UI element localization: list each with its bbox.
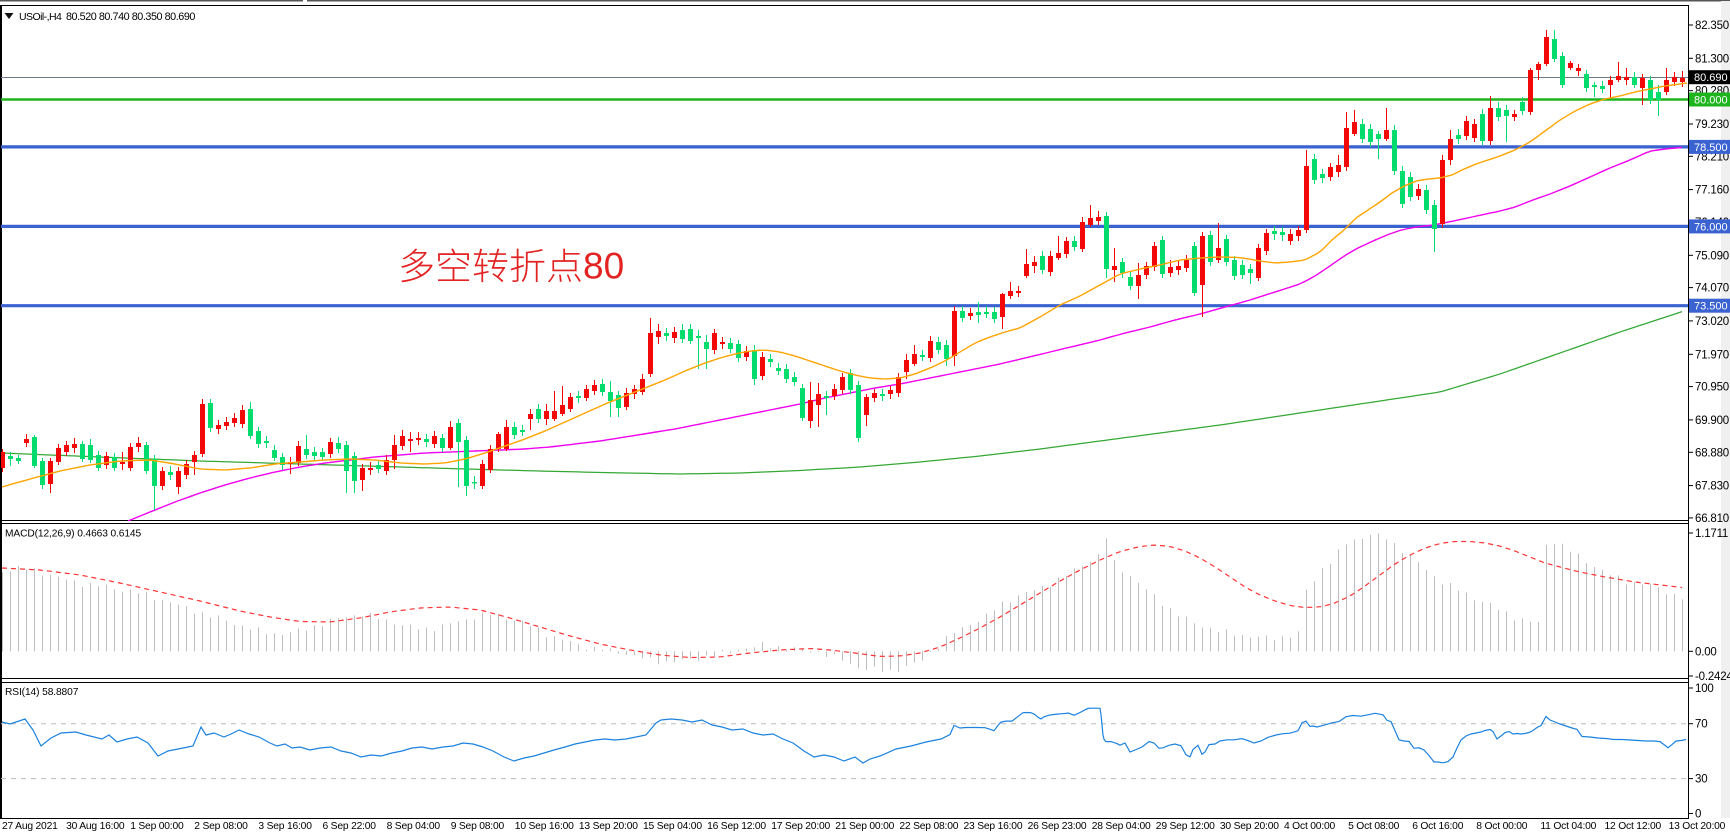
- svg-text:13 Oct 20:00: 13 Oct 20:00: [1669, 821, 1726, 832]
- svg-text:13 Sep 20:00: 13 Sep 20:00: [579, 821, 638, 832]
- svg-text:30: 30: [1695, 774, 1707, 786]
- svg-text:8 Oct 00:00: 8 Oct 00:00: [1476, 821, 1528, 832]
- svg-text:2 Sep 08:00: 2 Sep 08:00: [194, 821, 248, 832]
- svg-text:15 Sep 04:00: 15 Sep 04:00: [643, 821, 702, 832]
- svg-text:10 Sep 16:00: 10 Sep 16:00: [515, 821, 574, 832]
- svg-text:16 Sep 12:00: 16 Sep 12:00: [707, 821, 766, 832]
- svg-text:79.230: 79.230: [1695, 119, 1729, 131]
- svg-text:80.690: 80.690: [1694, 72, 1728, 84]
- svg-text:81.300: 81.300: [1695, 53, 1729, 65]
- svg-text:28 Sep 04:00: 28 Sep 04:00: [1092, 821, 1151, 832]
- svg-text:73.500: 73.500: [1694, 301, 1728, 313]
- svg-text:75.090: 75.090: [1695, 250, 1729, 262]
- svg-text:22 Sep 08:00: 22 Sep 08:00: [899, 821, 958, 832]
- svg-text:4 Oct 00:00: 4 Oct 00:00: [1284, 821, 1336, 832]
- svg-text:MACD(12,26,9) 0.4663 0.6145: MACD(12,26,9) 0.4663 0.6145: [5, 529, 141, 540]
- svg-text:12 Oct 12:00: 12 Oct 12:00: [1605, 821, 1662, 832]
- svg-text:9 Sep 08:00: 9 Sep 08:00: [451, 821, 505, 832]
- svg-text:0.00: 0.00: [1695, 646, 1717, 658]
- svg-text:29 Sep 12:00: 29 Sep 12:00: [1156, 821, 1215, 832]
- svg-text:-0.2424: -0.2424: [1695, 671, 1730, 683]
- svg-text:23 Sep 16:00: 23 Sep 16:00: [964, 821, 1023, 832]
- svg-text:17 Sep 20:00: 17 Sep 20:00: [771, 821, 830, 832]
- svg-text:USOil-,H4: USOil-,H4: [19, 11, 62, 23]
- svg-text:1 Sep 00:00: 1 Sep 00:00: [130, 821, 184, 832]
- svg-text:66.810: 66.810: [1695, 513, 1729, 525]
- svg-text:70.950: 70.950: [1695, 382, 1729, 394]
- svg-text:71.970: 71.970: [1695, 349, 1729, 361]
- svg-text:70: 70: [1695, 719, 1707, 731]
- svg-text:76.000: 76.000: [1694, 221, 1728, 233]
- svg-text:78.500: 78.500: [1694, 142, 1728, 154]
- svg-text:74.070: 74.070: [1695, 283, 1729, 295]
- svg-text:27 Aug 2021: 27 Aug 2021: [2, 821, 58, 832]
- svg-text:1.1711: 1.1711: [1695, 528, 1728, 540]
- svg-text:5 Oct 08:00: 5 Oct 08:00: [1348, 821, 1400, 832]
- svg-text:11 Oct 04:00: 11 Oct 04:00: [1540, 821, 1596, 832]
- svg-text:82.350: 82.350: [1695, 20, 1729, 32]
- svg-text:67.830: 67.830: [1695, 481, 1729, 493]
- svg-text:30 Aug 16:00: 30 Aug 16:00: [66, 821, 125, 832]
- svg-text:3 Sep 16:00: 3 Sep 16:00: [258, 821, 312, 832]
- svg-text:RSI(14) 58.8807: RSI(14) 58.8807: [5, 687, 79, 698]
- svg-text:26 Sep 23:00: 26 Sep 23:00: [1028, 821, 1087, 832]
- svg-text:69.900: 69.900: [1695, 415, 1729, 427]
- svg-text:73.020: 73.020: [1695, 316, 1729, 328]
- svg-text:6 Oct 16:00: 6 Oct 16:00: [1412, 821, 1464, 832]
- svg-text:30 Sep 20:00: 30 Sep 20:00: [1220, 821, 1279, 832]
- svg-text:78.210: 78.210: [1695, 151, 1729, 163]
- svg-text:6 Sep 22:00: 6 Sep 22:00: [323, 821, 377, 832]
- svg-text:77.160: 77.160: [1695, 185, 1729, 197]
- svg-text:80: 80: [583, 246, 624, 287]
- svg-text:68.880: 68.880: [1695, 447, 1729, 459]
- svg-text:80.000: 80.000: [1694, 95, 1728, 107]
- svg-text:80.520 80.740 80.350 80.690: 80.520 80.740 80.350 80.690: [66, 11, 195, 23]
- svg-text:100: 100: [1695, 683, 1714, 695]
- svg-text:0: 0: [1695, 809, 1701, 821]
- svg-text:21 Sep 00:00: 21 Sep 00:00: [835, 821, 894, 832]
- svg-text:8 Sep 04:00: 8 Sep 04:00: [387, 821, 441, 832]
